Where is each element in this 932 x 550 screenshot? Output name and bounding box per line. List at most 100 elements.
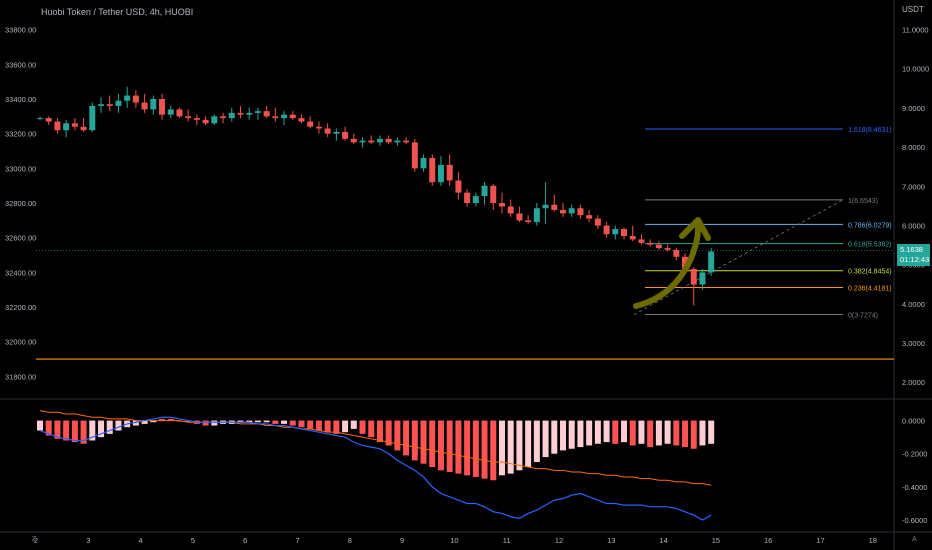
macd-axis-tick: -0.6000 (902, 516, 927, 525)
candle-body (167, 109, 174, 115)
macd-histogram-bar (690, 420, 697, 449)
macd-histogram-bar (533, 420, 540, 463)
candle-body (37, 118, 43, 120)
left-axis-tick: 33000.00 (5, 164, 36, 173)
candle-body (507, 206, 514, 214)
right-axis-tick: 10.0000 (902, 65, 929, 74)
candle-body (708, 251, 715, 273)
candle-body (246, 112, 253, 115)
signal-line (39, 410, 712, 486)
macd-histogram-bar (324, 420, 331, 433)
candle-body (437, 164, 444, 183)
fib-level-label: 1(6.6543) (848, 198, 878, 205)
drawn-arrow[interactable] (633, 217, 711, 309)
macd-histogram-bar (638, 420, 645, 444)
macd-histogram-bar (612, 420, 619, 444)
macd-histogram-bar (237, 420, 244, 423)
fib-level-label: 0.236(4.4181) (848, 285, 892, 292)
candle-body (568, 208, 575, 214)
right-axis-tick: 9.0000 (902, 104, 925, 113)
last-price-value: 5.1638 (900, 245, 923, 254)
fibonacci-retracement[interactable]: 1.618(8.4631) 1(6.6543) 0.786(6.0279) 0.618… (633, 127, 892, 320)
macd-histogram-bar (246, 420, 253, 423)
time-axis-tick: 4 (139, 536, 143, 545)
candle-body (385, 138, 392, 143)
candle-body (621, 229, 628, 236)
macd-histogram-bar (394, 420, 401, 451)
macd-histogram-bar (603, 420, 610, 443)
candle-body (490, 185, 497, 204)
right-axis-tick: 7.0000 (902, 182, 925, 191)
candle-body (132, 95, 139, 103)
fib-trend-line (633, 199, 844, 315)
time-axis-tick: 2 (34, 536, 38, 545)
time-axis: 2 3 4 5 6 7 8 9 10 11 12 13 14 15 16 17 18 (34, 536, 877, 545)
candle-body (298, 118, 305, 122)
macd-histogram-bar (621, 420, 628, 443)
candle-body (263, 111, 270, 117)
candle-body (211, 116, 218, 124)
macd-histogram-bar (98, 420, 105, 438)
candle-body (664, 248, 671, 250)
fib-level-label: 0(3.7274) (848, 313, 878, 320)
macd-histogram-bar (594, 420, 601, 444)
candle-body (106, 104, 113, 106)
left-axis-tick: 33600.00 (5, 60, 36, 69)
macd-histogram-bar (516, 420, 523, 471)
chart-title: Huobi Token / Tether USD, 4h, HUOBI (41, 7, 194, 17)
candle-body (254, 111, 261, 113)
time-axis-tick: 8 (348, 536, 352, 545)
time-axis-tick: 5 (191, 536, 195, 545)
macd-histogram-bar (682, 420, 689, 448)
fib-level-label: 1.618(8.4631) (848, 127, 892, 134)
left-axis-tick: 32800.00 (5, 199, 36, 208)
macd-histogram-bar (420, 420, 427, 464)
candle-body (185, 116, 192, 119)
macd-histogram-bar (403, 420, 410, 456)
candle-body (368, 140, 375, 143)
candle-body (159, 99, 166, 115)
left-axis-tick: 32000.00 (5, 338, 36, 347)
candle-body (307, 121, 314, 127)
candle-body (115, 100, 122, 106)
macd-axis-tick: -0.2000 (902, 450, 927, 459)
candle-body (533, 208, 540, 223)
candle-body (228, 112, 235, 119)
left-axis-tick: 33400.00 (5, 95, 36, 104)
candle-body (289, 114, 296, 119)
left-axis-tick: 32200.00 (5, 303, 36, 312)
candle-body (80, 126, 87, 131)
macd-histogram-bar (507, 420, 514, 474)
auto-scale-button[interactable]: A (912, 536, 917, 543)
time-axis-tick: 13 (607, 536, 615, 545)
candle-body (673, 249, 680, 257)
macd-histogram-bar (647, 420, 654, 448)
fib-level-label: 0.382(4.8454) (848, 269, 892, 276)
candle-body (682, 256, 689, 269)
candle-body (220, 116, 227, 119)
macd-histogram-bar (437, 420, 444, 471)
candle-body (647, 242, 654, 245)
candle-body (472, 196, 479, 204)
timezone-button[interactable]: Z (32, 536, 37, 543)
macd-histogram-bar (568, 420, 575, 449)
macd-histogram-bar (350, 420, 357, 429)
macd-histogram-bar (577, 420, 584, 448)
candle-body (411, 142, 418, 169)
right-axis-tick: 8.0000 (902, 143, 925, 152)
time-axis-tick: 17 (816, 536, 824, 545)
macd-histogram-bar (141, 420, 148, 424)
candle-body (150, 99, 157, 110)
candle-body (455, 180, 462, 193)
macd-histogram-bar (455, 420, 462, 474)
bar-countdown: 01:12:43 (900, 255, 930, 264)
candle-body (464, 192, 471, 204)
candle-body (193, 118, 200, 120)
macd-histogram-bar (490, 420, 497, 481)
candle-body (690, 268, 697, 285)
macd-histogram-bar (159, 418, 166, 421)
candle-body (272, 116, 279, 119)
macd-histogram-bar (586, 420, 593, 446)
macd-histogram-bar (708, 420, 715, 444)
